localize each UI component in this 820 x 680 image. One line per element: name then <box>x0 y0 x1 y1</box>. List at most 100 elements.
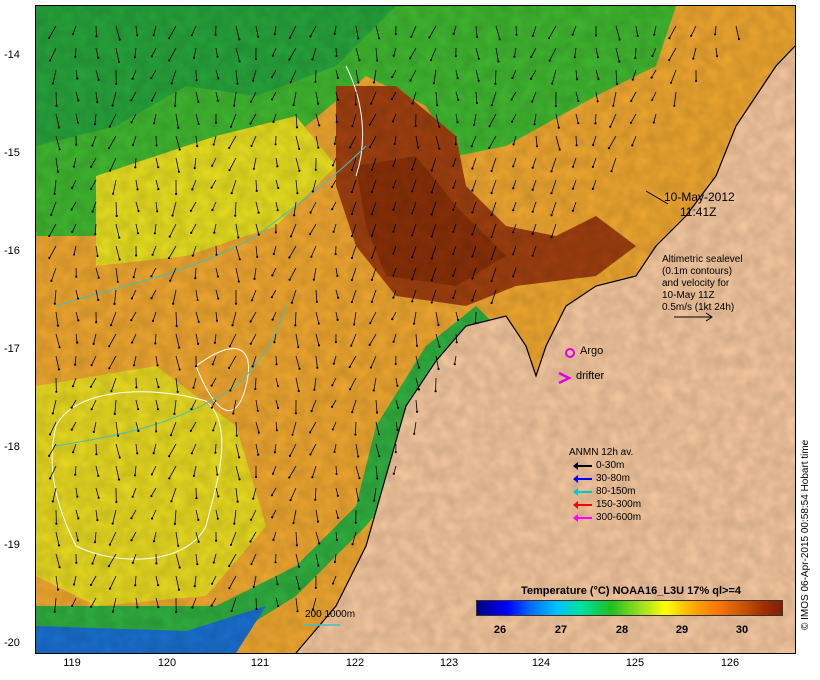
velocity-vector-head <box>290 301 293 304</box>
velocity-vector-head <box>692 57 695 60</box>
velocity-vector <box>171 69 177 84</box>
velocity-vector <box>250 333 257 344</box>
argo-label: Argo <box>580 345 604 357</box>
velocity-vector-head <box>155 430 158 433</box>
x-tick: 120 <box>157 657 177 669</box>
velocity-vector-head <box>477 79 480 82</box>
velocity-vector <box>373 69 377 83</box>
velocity-vector <box>168 47 177 61</box>
velocity-vector <box>615 25 620 40</box>
velocity-vector <box>315 553 319 566</box>
velocity-vector <box>55 157 59 172</box>
velocity-vector <box>331 399 337 408</box>
velocity-vector-head <box>255 189 258 192</box>
velocity-vector <box>289 443 297 457</box>
velocity-vector-head <box>49 477 52 480</box>
velocity-vector <box>255 201 259 213</box>
velocity-vector-head <box>350 344 353 347</box>
velocity-vector-head <box>350 278 353 282</box>
velocity-vector-head <box>292 104 295 107</box>
velocity-vector-head <box>331 428 334 431</box>
velocity-vector <box>411 157 417 170</box>
velocity-vector-head <box>215 253 218 256</box>
velocity-vector <box>211 157 217 166</box>
velocity-vector <box>351 179 357 193</box>
velocity-vector <box>195 553 198 565</box>
velocity-vector-head <box>457 98 460 101</box>
velocity-vector <box>349 355 357 368</box>
velocity-vector-head <box>311 190 314 193</box>
velocity-vector-head <box>292 521 295 525</box>
velocity-vector-head <box>217 495 220 498</box>
velocity-vector-head <box>318 542 321 545</box>
velocity-vector <box>109 531 117 545</box>
velocity-vector <box>133 267 137 278</box>
velocity-vector-head <box>195 365 198 368</box>
sealevel-contour <box>345 65 363 177</box>
velocity-vector-head <box>272 252 275 256</box>
velocity-vector <box>411 267 417 280</box>
velocity-vector-head <box>231 324 234 327</box>
velocity-vector-head <box>331 208 334 211</box>
velocity-vector-head <box>73 253 76 256</box>
velocity-vector <box>431 289 437 303</box>
velocity-vector <box>194 267 197 279</box>
velocity-vector <box>71 597 77 607</box>
velocity-vector <box>309 223 317 235</box>
velocity-vector-head <box>536 145 539 148</box>
velocity-vector <box>235 267 240 282</box>
velocity-vector <box>335 487 339 496</box>
velocity-vector-head <box>288 36 291 39</box>
velocity-vector <box>294 311 297 326</box>
velocity-vector <box>632 69 637 80</box>
velocity-vector <box>595 91 598 102</box>
velocity-vector-head <box>391 318 394 321</box>
velocity-vector-head <box>512 165 515 168</box>
velocity-vector-head <box>430 169 433 172</box>
velocity-vector <box>489 113 497 127</box>
velocity-vector-head <box>177 170 180 173</box>
velocity-vector-head <box>378 37 381 40</box>
velocity-vector-head <box>314 80 317 83</box>
velocity-vector <box>532 157 537 168</box>
velocity-vector-head <box>333 450 336 453</box>
velocity-vector <box>555 135 561 150</box>
velocity-vector-head <box>92 342 95 345</box>
velocity-vector-head <box>195 497 198 500</box>
velocity-vector-head <box>115 82 118 86</box>
velocity-vector-head <box>76 297 80 300</box>
velocity-vector <box>215 91 219 101</box>
velocity-vector <box>288 465 297 478</box>
velocity-vector <box>350 333 357 346</box>
velocity-vector <box>395 421 398 430</box>
velocity-vector <box>595 113 597 124</box>
velocity-vector-head <box>336 76 340 79</box>
velocity-vector <box>230 531 237 545</box>
velocity-vector <box>335 311 338 320</box>
velocity-vector <box>49 47 57 61</box>
velocity-vector <box>653 25 657 35</box>
velocity-vector-head <box>230 609 233 613</box>
velocity-vector-head <box>233 104 236 107</box>
velocity-vector <box>275 179 279 189</box>
velocity-vector-head <box>97 298 100 301</box>
velocity-vector-head <box>136 452 139 455</box>
velocity-vector-head <box>488 146 491 149</box>
velocity-vector <box>211 377 217 386</box>
velocity-vector <box>131 91 137 101</box>
velocity-vector <box>54 179 57 194</box>
velocity-vector <box>192 245 197 256</box>
velocity-vector <box>193 377 197 388</box>
sealevel-contour <box>51 391 223 560</box>
velocity-vector-head <box>196 298 199 302</box>
velocity-vector-head <box>71 604 74 608</box>
velocity-vector <box>153 531 157 542</box>
velocity-vector-head <box>298 565 301 569</box>
velocity-vector-head <box>176 390 179 393</box>
velocity-vector <box>452 289 457 298</box>
velocity-vector-head <box>254 57 257 61</box>
velocity-vector <box>133 355 137 366</box>
velocity-vector-head <box>90 364 93 367</box>
velocity-vector-head <box>77 517 80 520</box>
velocity-vector-head <box>354 433 357 436</box>
